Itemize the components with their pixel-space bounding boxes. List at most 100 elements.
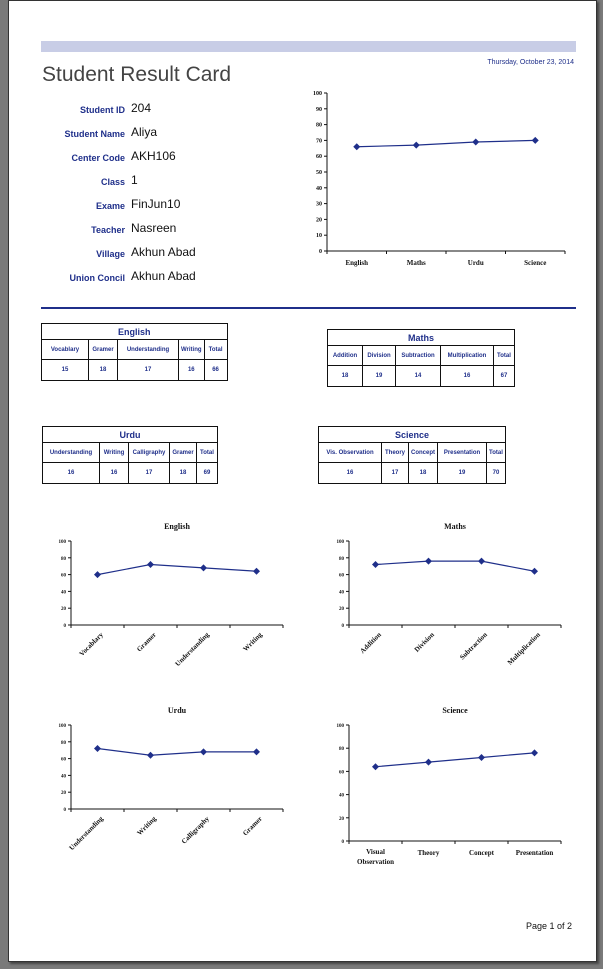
- x-tick-label: Understanding: [68, 814, 106, 852]
- table-header: Presentation: [437, 442, 487, 463]
- table-header: Total: [493, 345, 515, 366]
- table-header: Addition: [327, 345, 363, 366]
- table-header: Gramer: [169, 442, 197, 463]
- x-tick-label: Presentation: [516, 849, 554, 857]
- chart-title: Maths: [444, 522, 466, 531]
- info-label: Class: [100, 177, 125, 187]
- x-tick-label: Writing: [136, 814, 159, 837]
- table-header: Multiplication: [440, 345, 494, 366]
- chart-title: English: [164, 522, 190, 531]
- maths-chart: Maths 0 20 40 60 80 100 Addition Division Subtrac…: [337, 522, 562, 667]
- table-cell: 19: [362, 365, 396, 387]
- x-tick-label: Division: [413, 631, 436, 654]
- info-value: 204: [131, 101, 152, 115]
- data-point: [353, 143, 361, 151]
- x-tick-label: Gramer: [135, 631, 158, 654]
- y-tick-label: 60: [61, 758, 67, 763]
- table-cell: 69: [196, 462, 218, 484]
- table-header: Total: [196, 442, 218, 463]
- data-point: [478, 557, 485, 565]
- data-point: [253, 748, 260, 756]
- y-tick-label: 40: [316, 186, 322, 192]
- y-tick-label: 60: [61, 574, 67, 579]
- y-tick-label: 100: [59, 540, 67, 545]
- y-tick-label: 90: [316, 107, 322, 113]
- y-tick-label: 60: [339, 574, 345, 579]
- y-tick-label: 30: [316, 202, 322, 208]
- table-header: Total: [486, 442, 506, 463]
- info-value: Nasreen: [131, 221, 177, 235]
- y-tick-label: 100: [337, 540, 345, 545]
- table-cell: 17: [128, 462, 170, 484]
- info-row-teacher: Teacher Nasreen: [29, 221, 229, 245]
- y-tick-label: 100: [59, 724, 67, 729]
- table-cell: 17: [117, 359, 179, 381]
- y-tick-label: 20: [61, 791, 67, 796]
- table-cell: 16: [440, 365, 494, 387]
- info-row-student-name: Student Name Aliya: [29, 125, 229, 149]
- x-tick-label: Calligraphy: [180, 814, 211, 845]
- info-row-student-id: Student ID 204: [29, 101, 229, 125]
- data-point: [531, 136, 539, 144]
- urdu-score-table: Urdu Understanding Writing Calligraphy G…: [42, 426, 218, 484]
- data-point: [372, 763, 379, 771]
- y-tick-label: 80: [339, 747, 345, 752]
- y-tick-label: 60: [316, 154, 322, 160]
- data-point: [94, 571, 101, 579]
- data-point: [412, 141, 420, 149]
- header-bar: [41, 41, 576, 52]
- info-label: Exame: [95, 201, 125, 211]
- table-header: Subtraction: [395, 345, 441, 366]
- table-cell: 18: [327, 365, 363, 387]
- info-value: AKH106: [131, 149, 176, 163]
- data-point: [372, 561, 379, 569]
- student-info: Student ID 204 Student Name Aliya Center C…: [29, 101, 229, 293]
- y-tick-label: 70: [316, 138, 322, 144]
- series-line: [356, 139, 536, 148]
- info-row-village: Village Akhun Abad: [29, 245, 229, 269]
- info-value: Akhun Abad: [131, 269, 196, 283]
- table-cell: 70: [486, 462, 506, 484]
- y-tick-label: 100: [313, 91, 322, 97]
- table-header: Division: [362, 345, 396, 366]
- data-point: [147, 751, 154, 759]
- table-cell: 16: [99, 462, 129, 484]
- table-header: Vis. Observation: [318, 442, 382, 463]
- table-title: Maths: [327, 329, 515, 346]
- table-title: Science: [318, 426, 506, 443]
- y-tick-label: 40: [61, 590, 67, 595]
- info-row-union-concil: Union Concil Akhun Abad: [29, 269, 229, 293]
- table-cell: 18: [408, 462, 438, 484]
- info-label: Village: [96, 249, 125, 259]
- section-divider: [41, 307, 576, 309]
- info-value: Akhun Abad: [131, 245, 196, 259]
- table-cell: 15: [41, 359, 89, 381]
- info-value: 1: [131, 173, 138, 187]
- y-tick-label: 10: [316, 233, 322, 239]
- table-header: Writing: [178, 339, 205, 360]
- chart-title: Science: [442, 706, 468, 715]
- table-cell: 18: [88, 359, 118, 381]
- table-cell: 17: [381, 462, 409, 484]
- info-row-exame: Exame FinJun10: [29, 197, 229, 221]
- info-label: Student ID: [80, 105, 125, 115]
- data-point: [200, 564, 207, 572]
- y-tick-label: 0: [342, 624, 345, 629]
- y-tick-label: 40: [339, 794, 345, 799]
- science-chart: Science 0 20 40 60 80 100 Visual Observation Theo…: [337, 706, 562, 866]
- y-tick-label: 20: [339, 607, 345, 612]
- x-tick-label: Vocablary: [78, 630, 106, 658]
- series-line: [375, 752, 535, 768]
- y-tick-label: 0: [64, 624, 67, 629]
- data-point: [94, 745, 101, 753]
- table-cell: 16: [178, 359, 205, 381]
- report-title: Student Result Card: [42, 63, 232, 86]
- x-tick-label: Theory: [418, 849, 440, 857]
- table-title: Urdu: [42, 426, 218, 443]
- x-tick-label: Writing: [242, 630, 265, 653]
- info-row-class: Class 1: [29, 173, 229, 197]
- table-cell: 16: [318, 462, 382, 484]
- info-label: Union Concil: [69, 273, 126, 283]
- x-tick-label: Visual: [366, 848, 385, 856]
- table-header: Vocablary: [41, 339, 89, 360]
